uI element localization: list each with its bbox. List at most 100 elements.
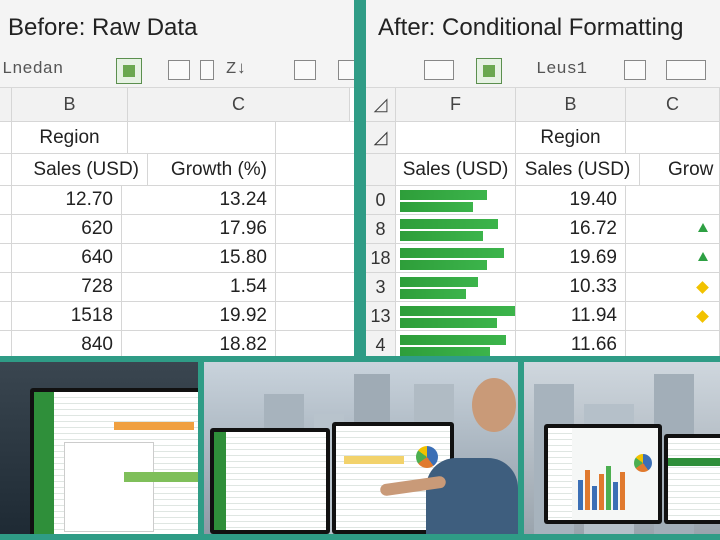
row-number[interactable] xyxy=(0,122,12,153)
sales-cell[interactable]: 11.66 xyxy=(516,331,626,356)
sales-cell[interactable]: 12.70 xyxy=(12,186,122,214)
fill-icon[interactable] xyxy=(338,60,354,80)
growth-cell[interactable] xyxy=(626,244,720,272)
table-row: 728 1.54 xyxy=(0,273,354,302)
growth-cell[interactable]: 18.82 xyxy=(122,331,276,356)
cell[interactable] xyxy=(626,122,720,153)
align-icon[interactable] xyxy=(168,60,190,80)
row-header-corner[interactable] xyxy=(0,88,12,121)
row-number[interactable] xyxy=(0,331,12,356)
sales-header[interactable]: Sales (USD) xyxy=(12,154,148,185)
row-number[interactable] xyxy=(0,154,12,185)
data-bar xyxy=(400,347,490,356)
row-number[interactable]: 4 xyxy=(366,331,396,356)
data-bar xyxy=(400,190,487,200)
data-bar xyxy=(400,306,515,316)
growth-cell[interactable] xyxy=(626,302,720,330)
row-number[interactable] xyxy=(0,302,12,330)
col-header-b[interactable]: B xyxy=(516,88,626,121)
checkbox-icon[interactable] xyxy=(200,60,214,80)
data-bar-cell[interactable] xyxy=(396,331,516,356)
cell[interactable] xyxy=(396,122,516,153)
sales-cell[interactable]: 19.69 xyxy=(516,244,626,272)
row-number[interactable]: 18 xyxy=(366,244,396,272)
sales-cell[interactable]: 19.40 xyxy=(516,186,626,214)
sales-header[interactable]: Sales (USD) xyxy=(516,154,640,185)
growth-cell[interactable] xyxy=(626,273,720,301)
column-header-row: ◿ F B C xyxy=(366,88,720,122)
table-row: Sales (USD) Sales (USD) Grow xyxy=(366,154,720,186)
growth-cell[interactable] xyxy=(626,331,720,356)
format-table-icon[interactable] xyxy=(476,58,502,84)
table-row: 620 17.96 xyxy=(0,215,354,244)
table-row: 13 11.94 xyxy=(366,302,720,331)
growth-cell[interactable]: 15.80 xyxy=(122,244,276,272)
data-bar-cell[interactable] xyxy=(396,273,516,301)
photo-analyst-pointing-at-monitors xyxy=(204,362,518,534)
row-number[interactable] xyxy=(0,244,12,272)
select-all-corner[interactable]: ◿ xyxy=(366,88,396,121)
sort-icon[interactable]: Z↓ xyxy=(226,60,247,79)
growth-cell[interactable]: 17.96 xyxy=(122,215,276,243)
sales-cell[interactable]: 728 xyxy=(12,273,122,301)
col-header-c[interactable]: C xyxy=(128,88,350,121)
sales-cell[interactable]: 640 xyxy=(12,244,122,272)
growth-cell[interactable]: 1.54 xyxy=(122,273,276,301)
table-row: 840 18.82 xyxy=(0,331,354,356)
monitor-dashboard xyxy=(544,424,662,524)
growth-cell[interactable]: 19.92 xyxy=(122,302,276,330)
align-icon[interactable] xyxy=(424,60,454,80)
data-bar-cell[interactable] xyxy=(396,244,516,272)
font-name-box[interactable]: Leus1 xyxy=(536,60,588,79)
font-name-box[interactable]: Lnedan xyxy=(2,60,64,79)
sales-cell[interactable]: 840 xyxy=(12,331,122,356)
table-row: 3 10.33 xyxy=(366,273,720,302)
growth-cell[interactable] xyxy=(626,215,720,243)
before-panel: Before: Raw Data Lnedan Z↓ B C Region xyxy=(0,0,354,356)
function-icon[interactable] xyxy=(666,60,706,80)
photo-spreadsheet-code-monitor xyxy=(0,362,198,534)
sales-cell[interactable]: 11.94 xyxy=(516,302,626,330)
sales-cell[interactable]: 16.72 xyxy=(516,215,626,243)
growth-cell[interactable] xyxy=(626,186,720,214)
borders-icon[interactable] xyxy=(294,60,316,80)
col-header-c[interactable]: C xyxy=(626,88,720,121)
growth-cell[interactable]: 13.24 xyxy=(122,186,276,214)
data-bar xyxy=(400,231,483,241)
col-header-b[interactable]: B xyxy=(12,88,128,121)
cell[interactable] xyxy=(128,122,276,153)
region-header[interactable]: Region xyxy=(516,122,626,153)
after-title: After: Conditional Formatting xyxy=(366,0,720,58)
growth-header[interactable]: Growth (%) xyxy=(148,154,276,185)
checkbox-icon[interactable] xyxy=(624,60,646,80)
row-number[interactable]: 0 xyxy=(366,186,396,214)
data-bar-cell[interactable] xyxy=(396,215,516,243)
format-painter-icon[interactable] xyxy=(116,58,142,84)
table-row: ◿ Region xyxy=(366,122,720,154)
data-bar-cell[interactable] xyxy=(396,186,516,214)
sales-cell[interactable]: 1518 xyxy=(12,302,122,330)
col-header-f[interactable]: F xyxy=(396,88,516,121)
row-number[interactable]: ◿ xyxy=(366,122,396,153)
table-row: 1518 19.92 xyxy=(0,302,354,331)
monitor-side xyxy=(664,434,720,524)
data-bar-cell[interactable] xyxy=(396,302,516,330)
row-number[interactable] xyxy=(0,273,12,301)
data-bar xyxy=(400,277,478,287)
sales-cell[interactable]: 10.33 xyxy=(516,273,626,301)
flat-diamond-icon xyxy=(696,310,709,323)
growth-header[interactable]: Grow xyxy=(640,154,720,185)
sales-bar-header[interactable]: Sales (USD) xyxy=(396,154,516,185)
row-number[interactable] xyxy=(366,154,396,185)
table-row: 18 19.69 xyxy=(366,244,720,273)
row-number[interactable]: 13 xyxy=(366,302,396,330)
region-header[interactable]: Region xyxy=(12,122,128,153)
row-number[interactable] xyxy=(0,215,12,243)
row-number[interactable] xyxy=(0,186,12,214)
before-grid: B C Region Sales (USD) Growth (%) 12.70 … xyxy=(0,88,354,356)
sales-cell[interactable]: 620 xyxy=(12,215,122,243)
table-row: 0 19.40 xyxy=(366,186,720,215)
row-number[interactable]: 3 xyxy=(366,273,396,301)
after-panel: After: Conditional Formatting Leus1 ◿ F … xyxy=(366,0,720,356)
row-number[interactable]: 8 xyxy=(366,215,396,243)
